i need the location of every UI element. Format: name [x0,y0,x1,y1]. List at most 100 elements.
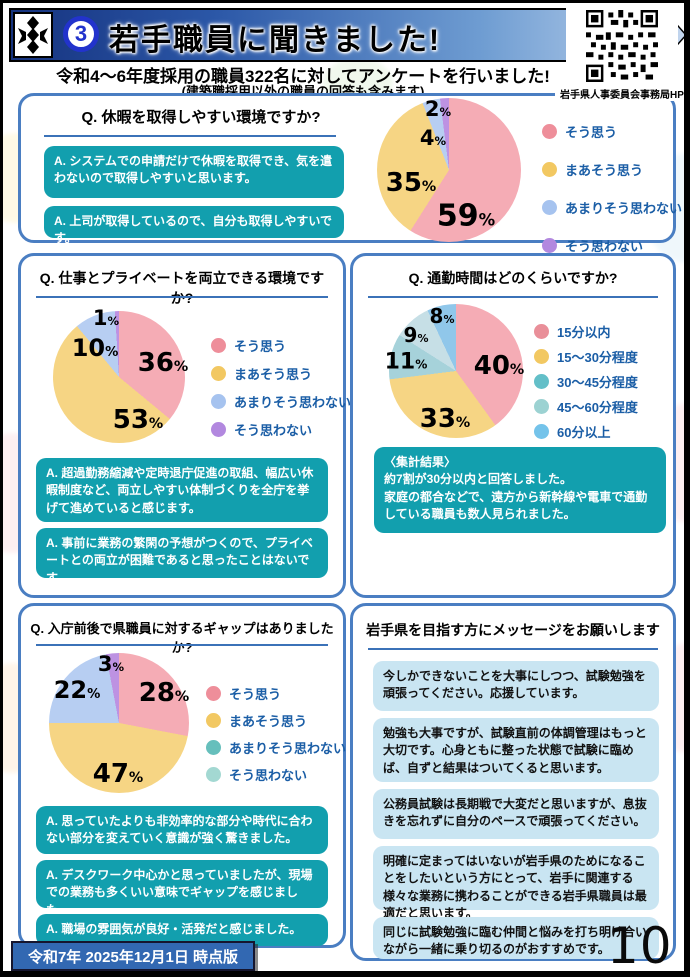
q4-slice-label: 47% [92,759,144,789]
legend-dot [211,394,226,409]
date-stamp: 令和7年 2025年12月1日 時点版 [11,941,255,971]
legend-item: 15分以内 [534,322,638,341]
legend-item: 15〜30分程度 [534,347,638,366]
q4-slice-label: 28% [138,678,190,708]
iwate-prefecture-logo [13,12,53,58]
legend-dot [206,686,221,701]
q4-pie-chart [49,653,189,793]
q2-underline [36,296,328,298]
section-number-badge: 3 [63,16,99,52]
panel-q2-worklife: Q. 仕事とプライベートを両立できる環境ですか? 36% 53% 10% 1% … [18,253,351,598]
legend-item: そう思う [542,122,682,141]
q3-slice-label: 11% [384,349,428,375]
panel-messages: 岩手県を目指す方にメッセージをお願いします 今しかできないことを大事にしつつ、試… [350,603,676,961]
q1-slice-label: 4% [419,126,447,150]
q3-question: Q. 通勤時間はどのくらいですか? [408,270,618,286]
q2-answer-2: A. 事前に業務の繁閑の予想がつくので、プライベートとの両立が困難であると思った… [36,528,328,585]
legend-dot [211,338,226,353]
legend-dot [206,740,221,755]
legend-dot [534,374,549,389]
q4-legend: そう思う まあそう思う あまりそう思わない そう思わない [206,684,346,784]
legend-item: まあそう思う [542,160,682,179]
messages-title: 岩手県を目指す方にメッセージをお願いします [366,622,660,638]
iwate-logo-icon [18,16,48,54]
panel-q3-commute: Q. 通勤時間はどのくらいですか? 40% 33% 11% 9% 8% 15分以… [350,253,676,598]
section-number: 3 [74,21,88,46]
legend-item: あまりそう思わない [211,392,351,411]
q3-underline [368,296,658,298]
legend-dot [542,200,557,215]
q2-slice-label: 1% [92,306,120,330]
q3-slice-label: 9% [403,323,429,347]
q2-slice-label: 36% [137,348,189,378]
q2-question: Q. 仕事とプライベートを両立できる環境ですか? [39,270,325,306]
qr-caption: 岩手県人事委員会事務局HP [555,86,684,101]
legend-item: そう思わない [211,420,351,439]
legend-dot [542,124,557,139]
messages-underline [368,648,658,650]
q4-slice-label: 22% [53,676,101,704]
panel-q1-vacation: Q. 休暇を取得しやすい環境ですか? A. システムでの申請だけで休暇を取得でき… [18,93,682,254]
legend-dot [534,349,549,364]
message-2: 勉強も大事ですが、試験直前の体調管理はもっと大切です。心身ともに整った状態で試験… [373,718,659,782]
q4-answer-3: A. 職場の雰囲気が良好・活発だと感じました。 [36,914,328,946]
legend-dot [542,162,557,177]
q2-answer-1: A. 超過勤務縮減や定時退庁促進の取組、幅広い休暇制度など、両立しやすい体制づく… [36,458,328,522]
q1-underline [44,135,336,137]
legend-item: まあそう思う [211,364,351,383]
legend-dot [534,399,549,414]
legend-item: そう思う [206,684,346,703]
q3-summary-box: 〈集計結果〉 約7割が30分以内と回答しました。 家庭の都合などで、遠方から新幹… [374,447,666,533]
legend-item: あまりそう思わない [206,738,346,757]
q3-slice-label: 33% [419,404,471,434]
q3-legend: 15分以内 15〜30分程度 30〜45分程度 45〜60分程度 60分以上 [534,322,638,441]
legend-item: そう思わない [542,236,682,255]
q4-answer-1: A. 思っていたよりも非効率的な部分や時代に合わない部分を変えていく意識が強く驚… [36,806,328,854]
survey-subtitle: 令和4〜6年度採用の職員322名に対してアンケートを行いました! [56,67,550,86]
legend-item: 30〜45分程度 [534,372,638,391]
q1-question: Q. 休暇を取得しやすい環境ですか? [81,109,321,126]
legend-item: 45〜60分程度 [534,397,638,416]
message-3: 公務員試験は長期戦で大変だと思いますが、息抜きを忘れずに自分のペースで頑張ってく… [373,789,659,839]
legend-dot [211,366,226,381]
q2-slice-label: 53% [112,405,164,435]
page-number: 10 [607,917,673,975]
q1-answer-2: A. 上司が取得しているので、自分も取得しやすいです。 [44,206,344,245]
legend-dot [211,422,226,437]
q2-pie-chart [53,311,185,443]
q1-slice-label: 2% [424,97,452,121]
qr-code-icon [586,10,658,82]
q1-slice-label: 35% [385,168,437,198]
q4-answer-2: A. デスクワーク中心かと思っていましたが、現場での業務も多くいい意味でギャップ… [36,860,328,917]
legend-dot [206,713,221,728]
q4-underline [36,644,328,646]
q1-answer-1: A. システムでの申請だけで休暇を取得でき、気を遣わないので取得しやすいと思いま… [44,146,344,198]
legend-dot [206,767,221,782]
message-4: 明確に定まってはいないが岩手県のためになることをしたいという方にとって、岩手に関… [373,846,659,920]
legend-item: 60分以上 [534,422,638,441]
legend-dot [534,424,549,439]
q1-legend: そう思う まあそう思う あまりそう思わない そう思わない [542,122,682,255]
q1-pie-chart [377,98,521,242]
q3-slice-label: 8% [429,304,455,328]
q1-slice-label: 59% [436,198,496,234]
legend-item: あまりそう思わない [542,198,682,217]
legend-dot [534,324,549,339]
legend-item: まあそう思う [206,711,346,730]
q3-slice-label: 40% [473,351,525,381]
message-1: 今しかできないことを大事にしつつ、試験勉強を頑張ってください。応援しています。 [373,661,659,711]
message-5: 同じに試験勉強に臨む仲間と悩みを打ち明け合いながら一緒に乗り切るのがおすすめです… [373,917,659,959]
legend-dot [542,238,557,253]
qr-code [566,6,678,86]
q4-slice-label: 3% [97,652,125,676]
legend-item: そう思う [211,336,351,355]
page-title: 若手職員に聞きました! [109,24,441,57]
q3-summary-title: 〈集計結果〉 [384,455,457,469]
q3-pie-chart [389,304,523,438]
legend-item: そう思わない [206,765,346,784]
panel-q4-gap: Q. 入庁前後で県職員に対するギャップはありましたか? 28% 47% 22% … [18,603,346,948]
q3-summary-line2: 家庭の都合などで、遠方から新幹線や電車で通勤している職員も数人見られました。 [384,489,648,522]
q4-question: Q. 入庁前後で県職員に対するギャップはありましたか? [30,621,334,655]
q3-summary-line1: 約7割が30分以内と回答しました。 [384,472,573,487]
